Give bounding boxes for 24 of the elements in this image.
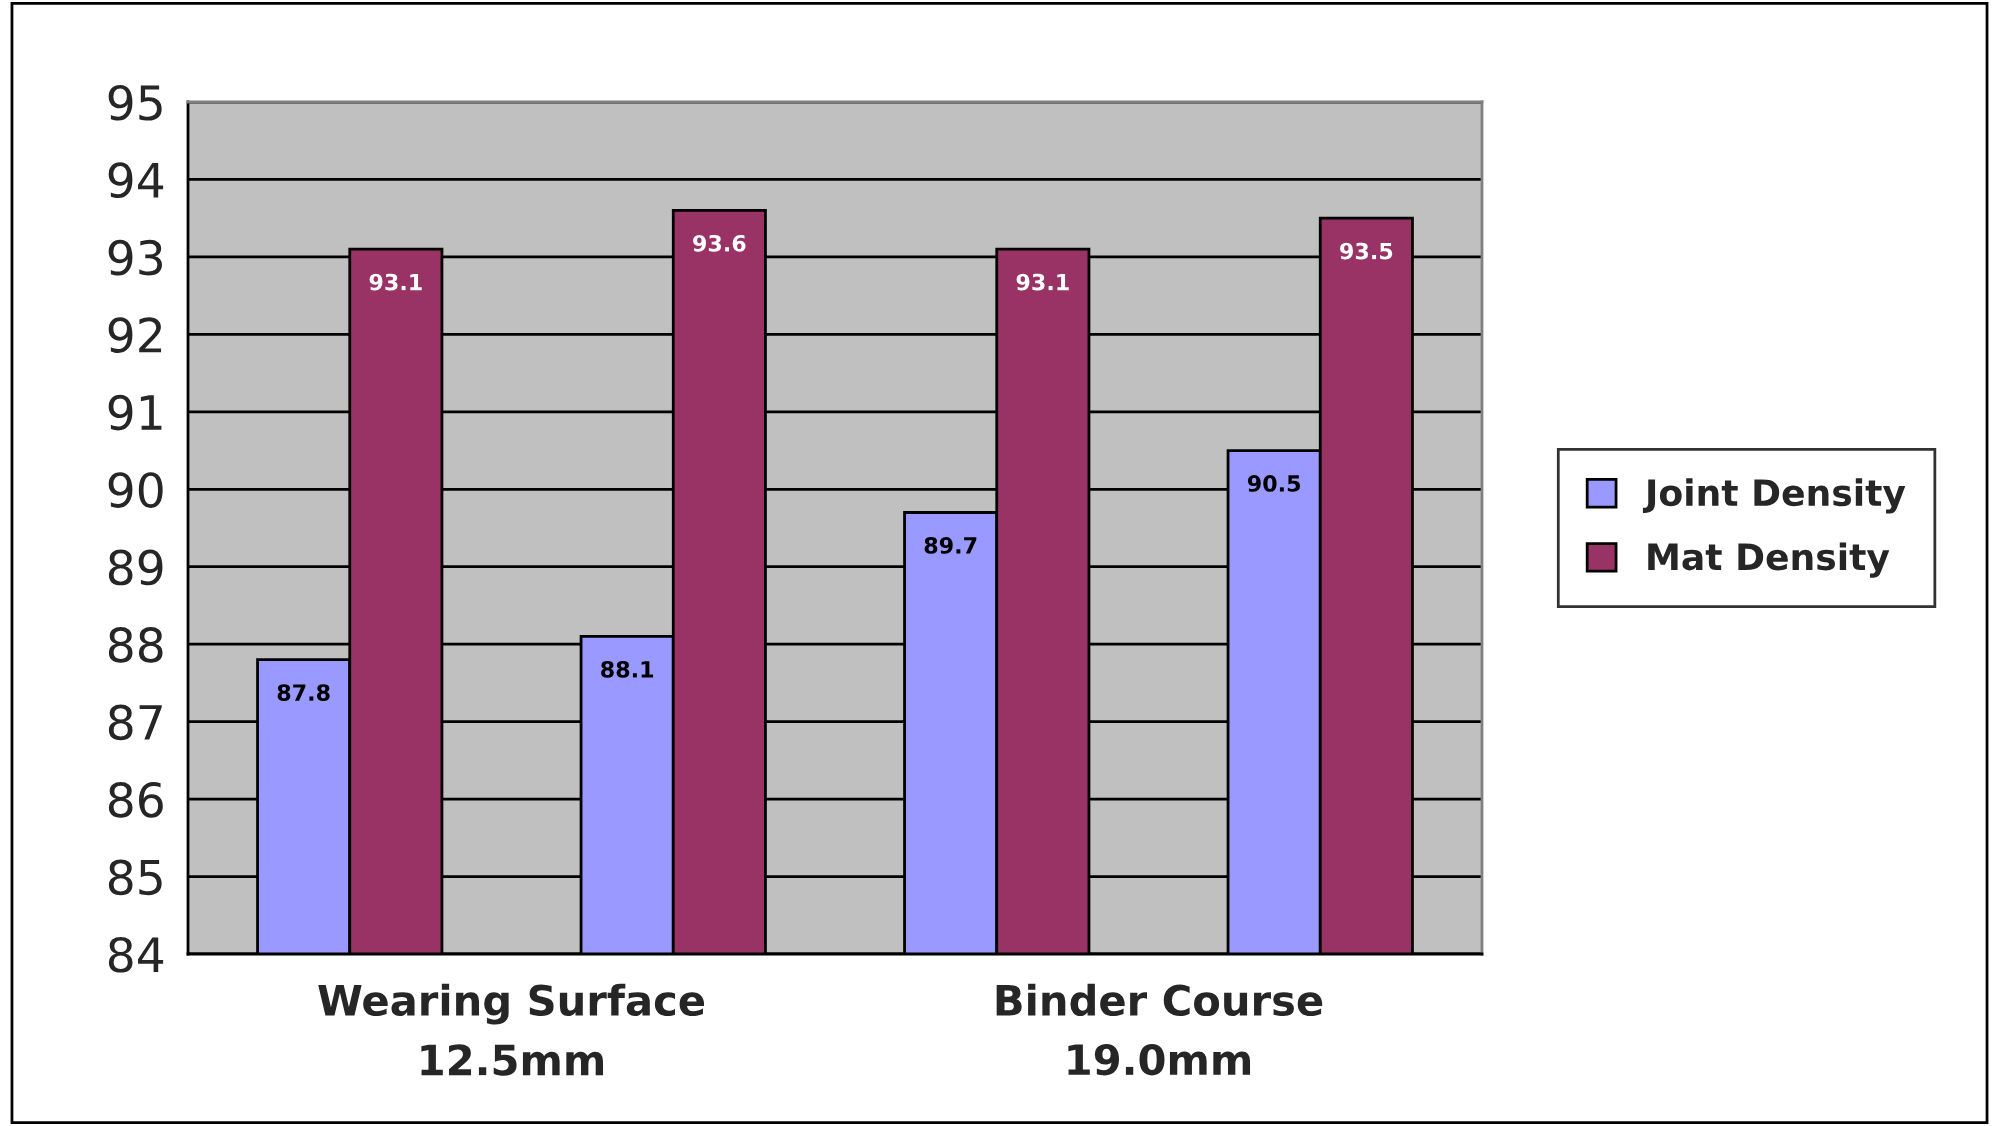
data-label: 87.8 <box>277 684 330 701</box>
text: Binder Course 19.0mm <box>996 983 1323 1076</box>
legend-label: Joint Density <box>1642 478 1906 514</box>
data-label: 90.5 <box>1247 475 1301 492</box>
data-label: 93.6 <box>693 234 746 252</box>
y-tick-label: 92 <box>108 317 162 353</box>
y-tick-label: 86 <box>108 781 163 818</box>
y-tick-label: 90 <box>108 472 163 508</box>
y-tick-label: 85 <box>108 859 162 896</box>
y-tick-label: 89 <box>108 549 163 586</box>
data-label: 89.7 <box>924 537 977 554</box>
y-tick-label: 93 <box>108 239 162 276</box>
y-tick-label: 87 <box>108 704 162 741</box>
data-label: 93.5 <box>1340 242 1393 260</box>
data-label: 88.1 <box>601 660 654 678</box>
y-tick-label: 95 <box>108 84 162 121</box>
y-tick-label: 88 <box>108 627 163 663</box>
y-tick-label: 94 <box>108 162 164 199</box>
y-tick-label: 84 <box>108 936 164 973</box>
legend-label: Mat Density <box>1648 542 1890 578</box>
y-tick-label: 91 <box>108 394 162 431</box>
data-label: 93.1 <box>369 273 422 291</box>
data-label: 93.1 <box>1016 273 1069 291</box>
text: Wearing Surface 12.5mm <box>318 983 705 1076</box>
